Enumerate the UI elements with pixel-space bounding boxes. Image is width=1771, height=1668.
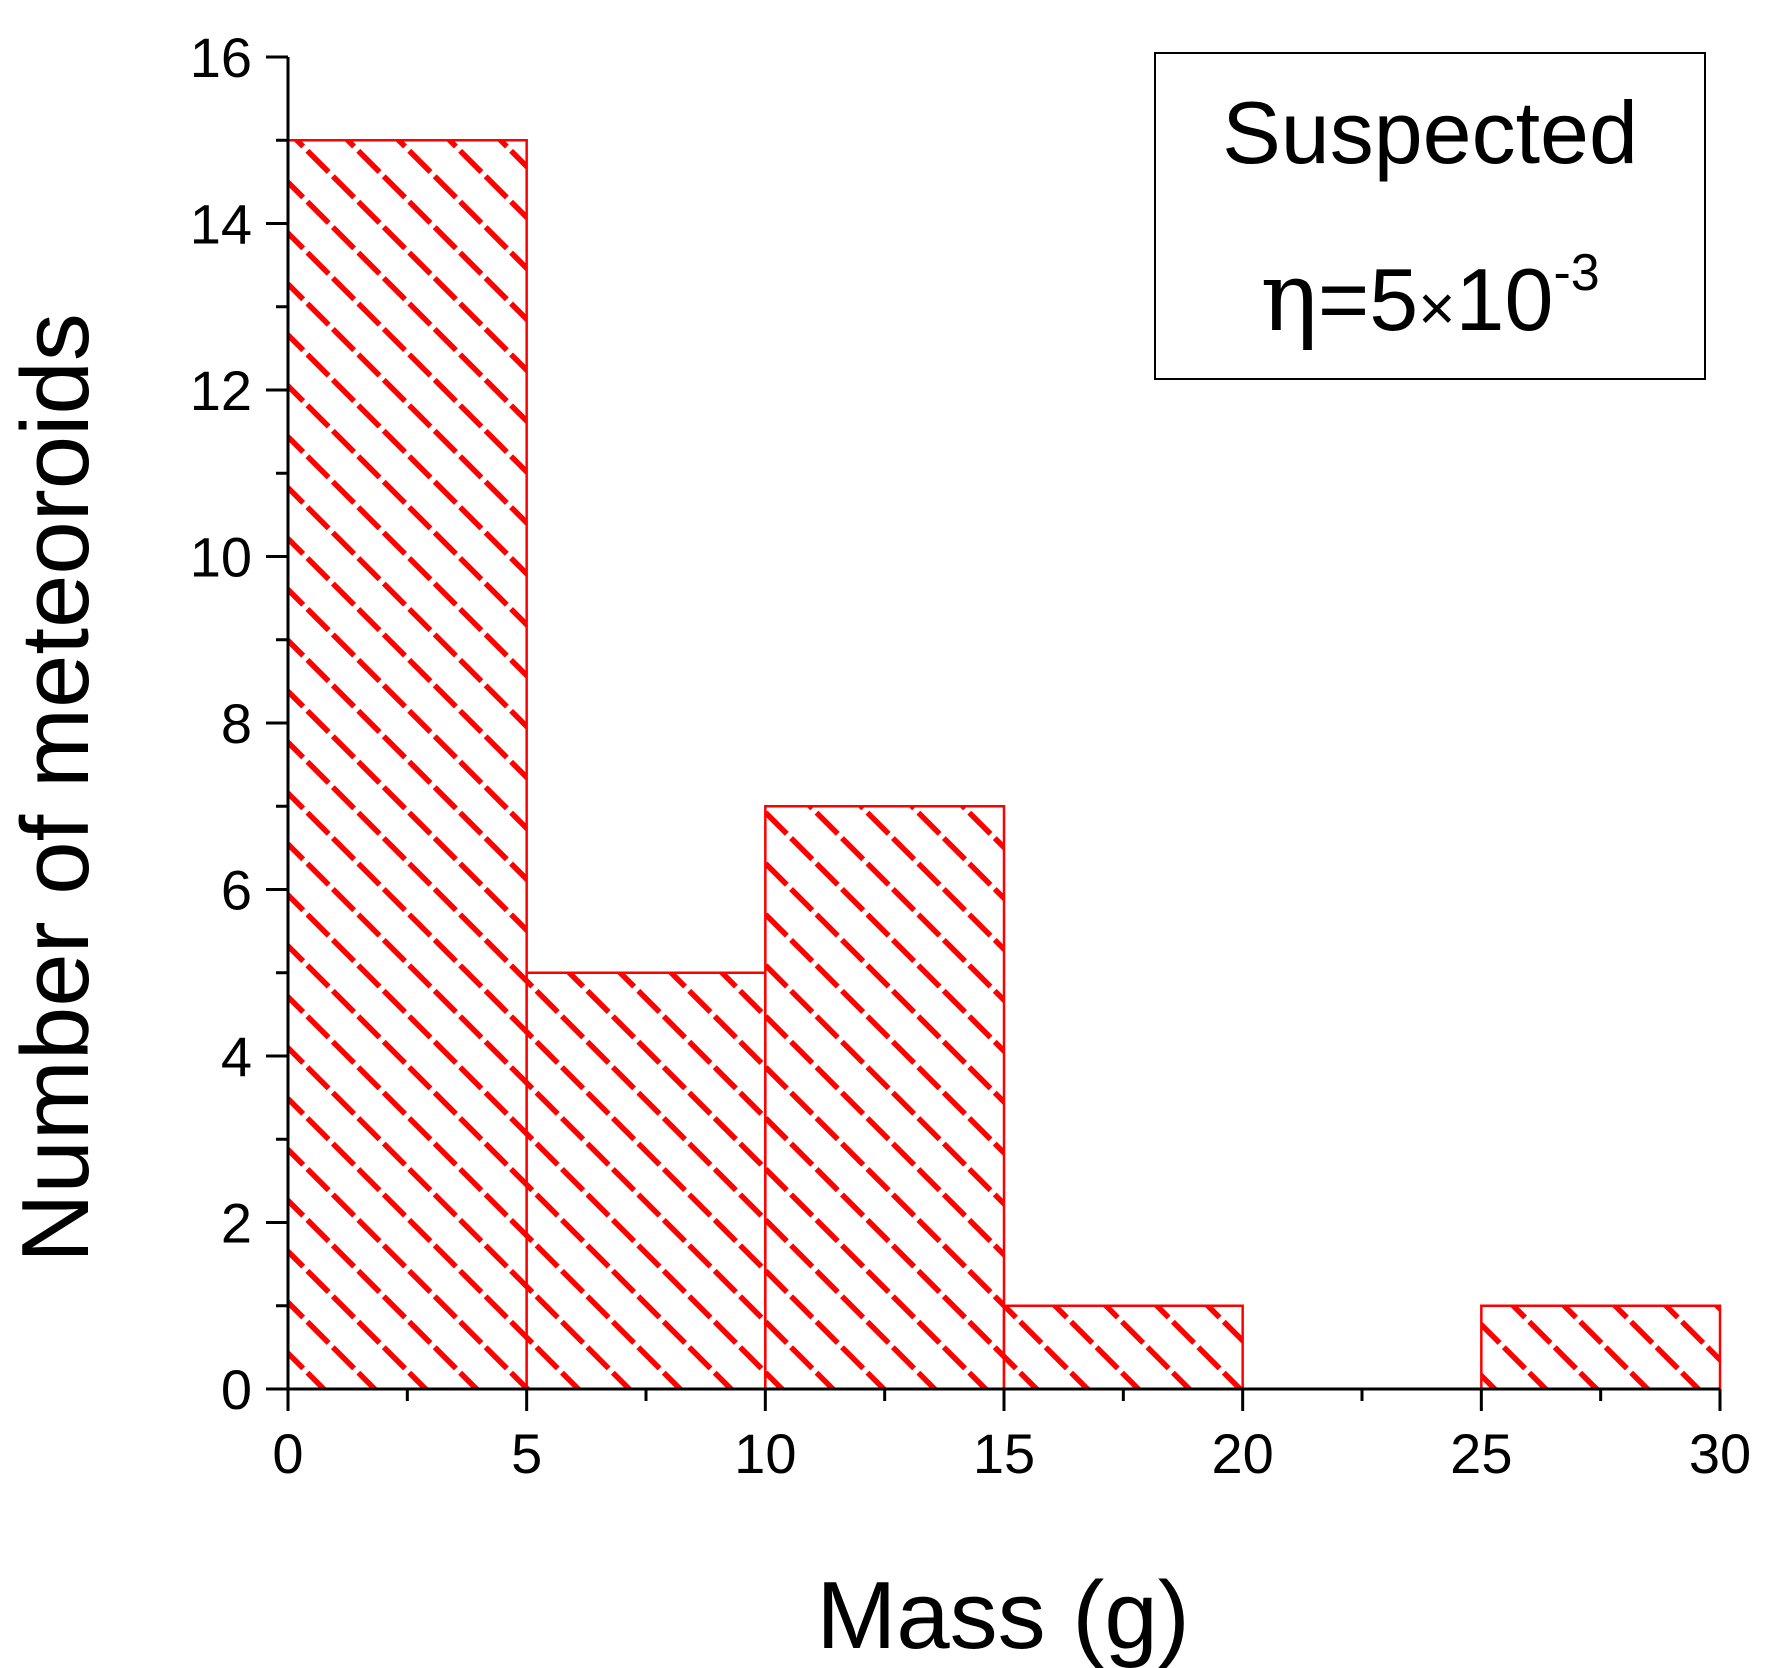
legend-box: Suspected η=5×10-3 bbox=[1154, 52, 1706, 380]
legend-frame bbox=[1154, 52, 1706, 380]
legend-eta-exponent: -3 bbox=[1553, 244, 1599, 302]
legend-eta-symbol: η bbox=[1260, 241, 1318, 353]
x-tick-label: 0 bbox=[272, 1422, 303, 1485]
x-axis-title: Mass (g) bbox=[816, 1562, 1189, 1668]
y-tick-label: 12 bbox=[190, 359, 252, 422]
bar-0-5 bbox=[286, 139, 528, 1391]
y-tick-label: 14 bbox=[190, 193, 252, 256]
y-tick-label: 6 bbox=[221, 859, 252, 922]
y-tick-label: 4 bbox=[221, 1025, 252, 1088]
legend-line-1: Suspected bbox=[1222, 83, 1638, 182]
legend-eta-base: 10 bbox=[1456, 250, 1554, 349]
x-tick-label: 15 bbox=[973, 1422, 1035, 1485]
legend-eta-mantissa: =5 bbox=[1318, 250, 1418, 349]
legend-eta-times: × bbox=[1418, 272, 1455, 344]
legend-line-2: η=5×10-3 bbox=[1260, 241, 1599, 353]
y-tick-label: 2 bbox=[221, 1192, 252, 1255]
x-tick-label: 30 bbox=[1689, 1422, 1751, 1485]
y-tick-label: 10 bbox=[190, 526, 252, 589]
bar-25-30 bbox=[1480, 1304, 1722, 1391]
x-tick-label: 25 bbox=[1450, 1422, 1512, 1485]
y-axis-ticks: 0 2 4 6 8 10 12 14 16 bbox=[190, 26, 288, 1421]
y-tick-label: 16 bbox=[190, 26, 252, 89]
bars-group bbox=[286, 139, 1722, 1391]
bar-5-10 bbox=[525, 971, 767, 1391]
x-axis-ticks: 0 5 10 15 20 25 30 bbox=[272, 1389, 1751, 1485]
bar-10-15 bbox=[764, 805, 1006, 1391]
bar-15-20 bbox=[1002, 1304, 1244, 1391]
x-tick-label: 20 bbox=[1212, 1422, 1274, 1485]
y-axis-title: Number of meteoroids bbox=[2, 313, 109, 1263]
x-tick-label: 10 bbox=[734, 1422, 796, 1485]
y-tick-label: 0 bbox=[221, 1358, 252, 1421]
y-tick-label: 8 bbox=[221, 692, 252, 755]
x-tick-label: 5 bbox=[511, 1422, 542, 1485]
